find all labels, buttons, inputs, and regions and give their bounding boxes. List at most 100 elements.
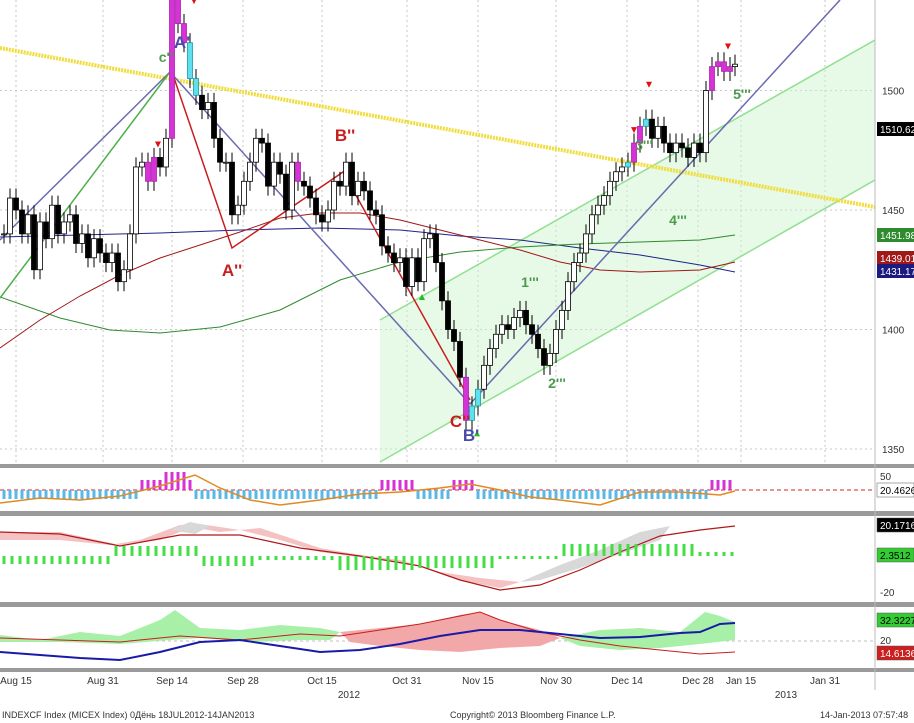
osc2-bar [658, 544, 662, 556]
candle-body [457, 341, 463, 378]
osc1-bar [416, 490, 420, 499]
osc2-bar [706, 552, 710, 556]
osc1-bar [152, 480, 156, 490]
osc2-bar [410, 556, 414, 570]
wave-label: c'' [159, 49, 173, 65]
main-y-axis: 13501400145015001550 [882, 87, 905, 457]
osc2-bar [2, 556, 6, 564]
x-tick-label: Dec 28 [682, 676, 714, 687]
osc2-bar [306, 556, 310, 560]
osc1-bar [338, 490, 342, 499]
candle-body [145, 161, 151, 182]
candle-body [499, 324, 505, 335]
osc1-bar [566, 490, 570, 499]
osc1-bar [536, 490, 540, 499]
candle-body [133, 166, 139, 235]
osc1-bar [302, 490, 306, 499]
osc1-bar [86, 490, 90, 499]
candle-body [19, 209, 25, 235]
year-label: 2012 [338, 690, 361, 701]
osc1-bar [584, 490, 588, 499]
osc1-bar [116, 490, 120, 499]
osc1-bar [380, 480, 384, 490]
footer-left: INDEXCF Index (MICEX Index) 0Дёнь 18JUL2… [2, 710, 254, 720]
osc2-tags: 20.1716 2.3512 [876, 517, 914, 563]
osc1-bar [248, 490, 252, 499]
osc1-bar [62, 490, 66, 499]
osc2-bar [354, 556, 358, 570]
osc2-bar [530, 556, 534, 559]
candle-body [601, 195, 607, 206]
osc2-bar [626, 544, 630, 556]
candle-body [259, 137, 265, 144]
candle-body [643, 118, 649, 127]
candle-body [247, 161, 253, 182]
osc3-green-fill [0, 610, 340, 644]
osc1-bar [422, 490, 426, 499]
osc-tag: 20.4626 [880, 486, 914, 497]
osc2-bar [450, 556, 454, 568]
resistance-line [0, 46, 875, 209]
osc2-bar [514, 556, 518, 559]
year-labels: 2012 2013 [338, 690, 798, 701]
osc2-bar [74, 556, 78, 564]
x-axis: Aug 15 Aug 31 Sep 14 Sep 28 Oct 15 Oct 31 Nov … [0, 676, 840, 687]
osc1-bar [296, 490, 300, 499]
down-marker [631, 127, 637, 134]
osc1-bar [332, 490, 336, 499]
x-tick-label: Aug 15 [0, 676, 32, 687]
candle-body [295, 161, 301, 182]
candle-body [649, 118, 655, 139]
candle-body [595, 204, 601, 216]
osc2-bar [130, 546, 134, 556]
x-tick-label: Oct 15 [307, 676, 337, 687]
price-tag: 1439.01 [880, 254, 914, 265]
candle-body [415, 257, 421, 283]
x-tick-label: Sep 28 [227, 676, 259, 687]
osc1-bar [8, 490, 12, 499]
osc2-bar [162, 546, 166, 556]
osc1-bar [500, 490, 504, 499]
osc1-bar [56, 490, 60, 499]
channel-upper-line [379, 39, 875, 321]
down-marker [725, 43, 731, 50]
channel-lower-line [379, 179, 875, 463]
osc1-bar [314, 490, 318, 499]
osc1-bar [578, 490, 582, 499]
candle-body [481, 364, 487, 390]
osc1-bar [674, 490, 678, 499]
wave-label: A'' [222, 261, 242, 280]
osc2-bar [682, 544, 686, 556]
osc1-bar [170, 472, 174, 490]
osc1-bar [110, 490, 114, 499]
candle-body [559, 309, 565, 330]
candle-body [331, 180, 337, 211]
osc2-bar [266, 556, 270, 560]
osc1-bar [434, 490, 438, 499]
osc1-bar [620, 490, 624, 499]
candle-body [451, 329, 457, 342]
osc2-bar [578, 544, 582, 556]
candle-body [229, 161, 235, 216]
candle-body [493, 333, 499, 350]
osc2-bar [714, 552, 718, 556]
osc2-bar [602, 544, 606, 556]
candle-body [565, 281, 571, 311]
wave-label: C'' [450, 412, 470, 431]
osc2-bar [418, 556, 422, 568]
candle-body [67, 214, 73, 223]
candle-body [391, 252, 397, 263]
osc2-bar [338, 556, 342, 570]
candle-body [43, 221, 49, 240]
x-tick-label: Aug 31 [87, 676, 119, 687]
osc1-bar [542, 490, 546, 499]
up-marker [474, 430, 480, 437]
candle-body [523, 309, 529, 326]
osc1-bar [722, 480, 726, 490]
osc1-bar [608, 490, 612, 499]
candle-body [283, 173, 289, 211]
osc1-bar [98, 490, 102, 499]
osc-tag-bg [876, 645, 914, 661]
osc1-tags: 20.4626 [876, 482, 914, 498]
